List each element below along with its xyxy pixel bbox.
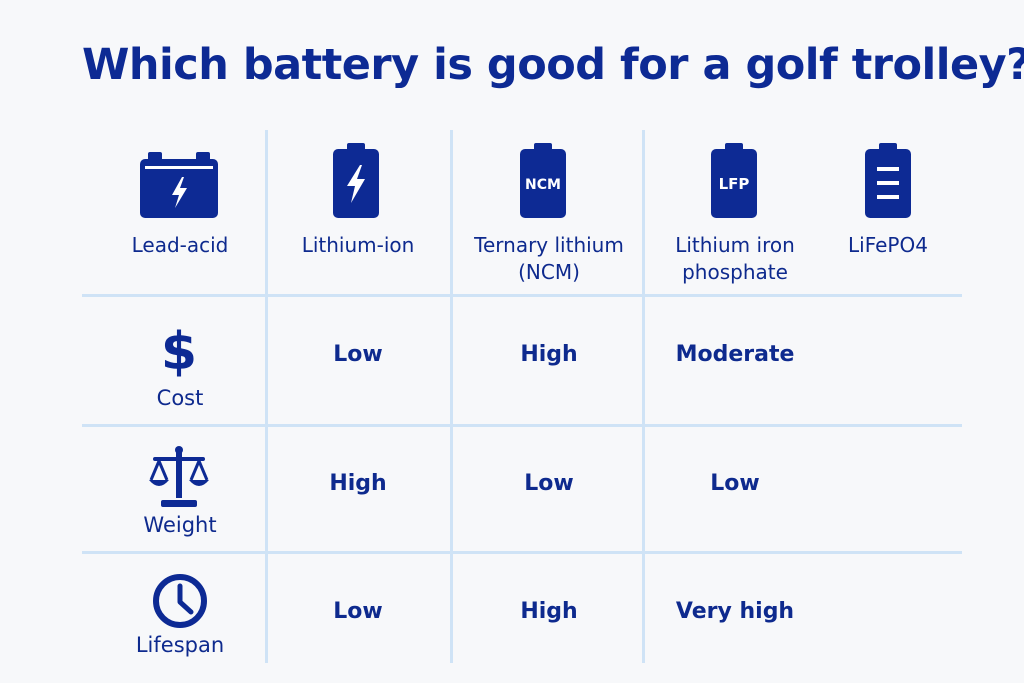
battery-bolt-icon bbox=[333, 143, 379, 218]
grid-line-horizontal-3 bbox=[82, 551, 962, 554]
clock-icon bbox=[152, 573, 208, 629]
cell-lifespan-lead-acid: Low bbox=[333, 599, 383, 624]
battery-levels-icon bbox=[865, 143, 911, 218]
grid-line-horizontal-1 bbox=[82, 294, 962, 297]
battery-label-lithium-iron-phosphate: Lithium iron phosphate bbox=[675, 233, 795, 284]
cell-lifespan-ternary-lithium: Very high bbox=[675, 599, 795, 624]
cell-lifespan-lithium-ion: High bbox=[520, 599, 578, 624]
cell-cost-lead-acid: Low bbox=[333, 342, 383, 367]
row-label-lifespan: Lifespan bbox=[135, 633, 225, 657]
dollar-icon: $ bbox=[161, 321, 197, 377]
battery-label-lead-acid: Lead-acid bbox=[131, 233, 229, 257]
cell-weight-ternary-lithium: Low bbox=[710, 471, 760, 496]
battery-lfp-text: LFP bbox=[719, 175, 750, 193]
scale-icon bbox=[147, 446, 211, 508]
row-label-weight: Weight bbox=[143, 513, 217, 537]
grid-line-vertical-1 bbox=[265, 130, 268, 663]
grid-line-horizontal-2 bbox=[82, 424, 962, 427]
page-title: Which battery is good for a golf trolley… bbox=[82, 40, 1024, 90]
grid-line-vertical-3 bbox=[642, 130, 645, 663]
cell-weight-lithium-ion: Low bbox=[524, 471, 574, 496]
row-label-cost: Cost bbox=[156, 386, 204, 410]
battery-ncm-icon: NCM bbox=[520, 143, 566, 218]
grid-line-vertical-2 bbox=[450, 130, 453, 663]
battery-ncm-text: NCM bbox=[525, 177, 561, 193]
battery-label-ternary-lithium: Ternary lithium (NCM) bbox=[474, 233, 624, 284]
battery-label-lifepo4: LiFePO4 bbox=[848, 233, 928, 257]
battery-lfp-icon: LFP bbox=[711, 143, 757, 218]
cell-cost-ternary-lithium: Moderate bbox=[675, 342, 795, 367]
svg-text:$: $ bbox=[161, 322, 197, 377]
cell-cost-lithium-ion: High bbox=[520, 342, 578, 367]
battery-label-lithium-ion: Lithium-ion bbox=[301, 233, 415, 257]
car-battery-bolt-icon bbox=[140, 152, 218, 218]
cell-weight-lead-acid: High bbox=[329, 471, 387, 496]
